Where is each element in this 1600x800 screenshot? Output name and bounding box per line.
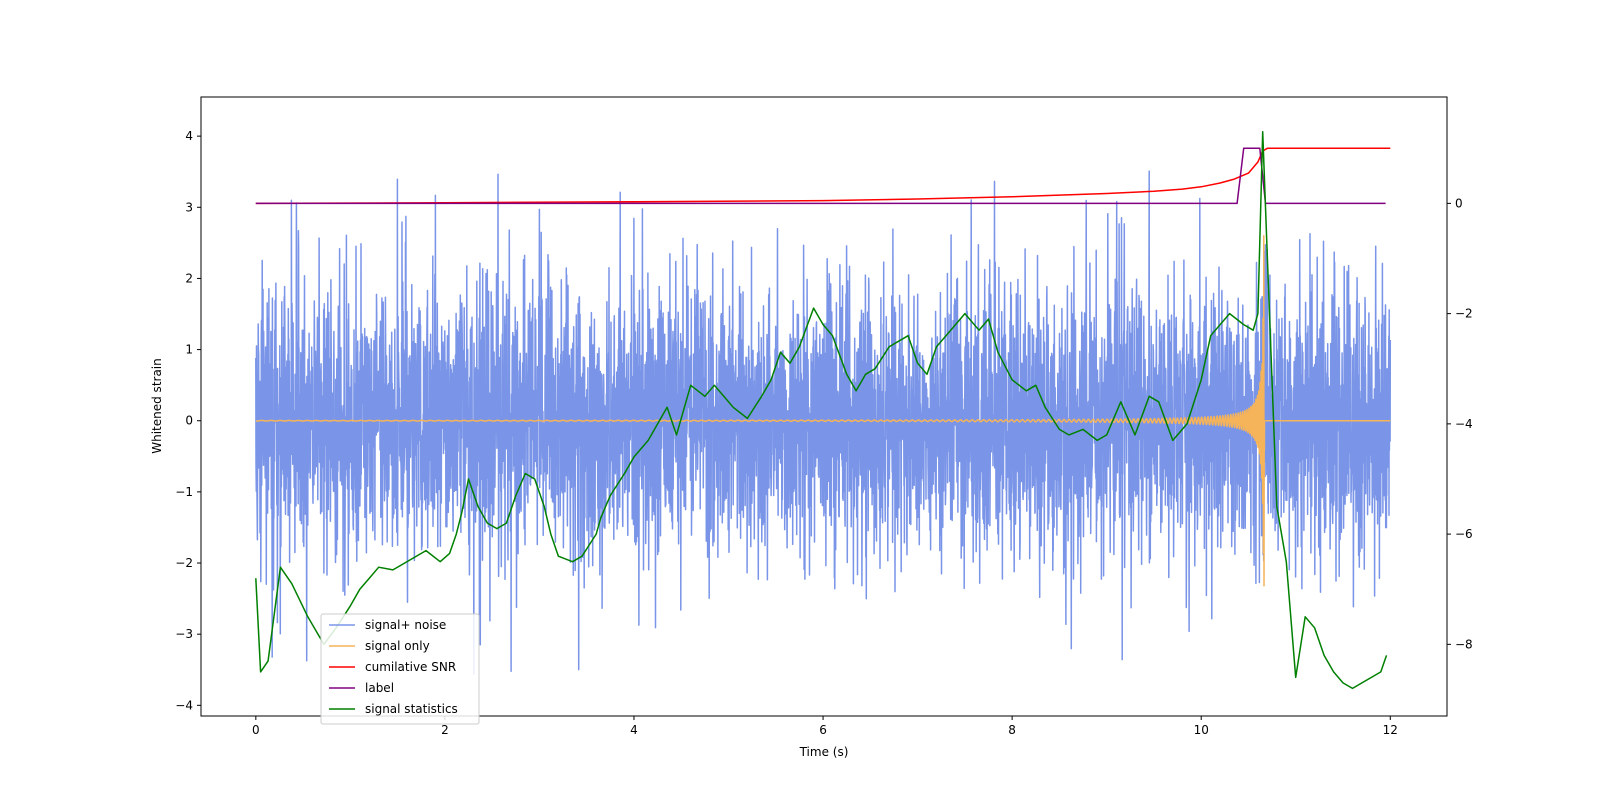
series-line-signal-noise (255, 170, 1392, 675)
series-line-cumilative-snr (255, 147, 1391, 205)
x-tick-label: 12 (1383, 723, 1398, 737)
y-tick-label: −1 (175, 485, 193, 499)
legend-label-signal-only: signal only (365, 639, 430, 653)
y-tick-label: −2 (175, 556, 193, 570)
x-tick-label: 4 (630, 723, 638, 737)
y2-tick-label: −4 (1455, 417, 1473, 431)
series-line-signal-statistics (255, 130, 1388, 690)
x-tick-label: 6 (819, 723, 827, 737)
y2-tick-label: −6 (1455, 527, 1473, 541)
y-axis-left: −4 −3 −2 −1 0 1 2 3 4 (175, 129, 201, 712)
axes-frame (200, 96, 1448, 717)
y-tick-label: 0 (185, 414, 193, 428)
y-tick-label: 4 (185, 129, 193, 143)
x-tick-label: 10 (1194, 723, 1209, 737)
series-line-label (255, 147, 1386, 205)
y2-tick-label: 0 (1455, 196, 1463, 210)
y-axis-right: −8 −6 −4 −2 0 (1447, 196, 1473, 651)
y-tick-label: 1 (185, 343, 193, 357)
legend-label-label: label (365, 681, 394, 695)
legend-label-signal-noise: signal+ noise (365, 618, 446, 632)
y2-tick-label: −2 (1455, 307, 1473, 321)
y-tick-label: −4 (175, 698, 193, 712)
y-tick-label: 2 (185, 271, 193, 285)
x-tick-label: 0 (252, 723, 260, 737)
y-tick-label: −3 (175, 627, 193, 641)
y2-tick-label: −8 (1455, 637, 1473, 651)
x-tick-label: 8 (1008, 723, 1016, 737)
x-axis-label: Time (s) (799, 745, 849, 759)
legend-label-signal-statistics: signal statistics (365, 702, 458, 716)
legend: signal+ noise signal only cumilative SNR… (320, 613, 480, 725)
plot-area (255, 130, 1392, 690)
y-axis-label: Whitened strain (150, 358, 164, 454)
legend-box (320, 613, 480, 725)
y-tick-label: 3 (185, 200, 193, 214)
series-line-signal-only (255, 235, 1391, 587)
legend-label-cumulative-snr: cumilative SNR (365, 660, 456, 674)
x-tick-label: 2 (441, 723, 449, 737)
